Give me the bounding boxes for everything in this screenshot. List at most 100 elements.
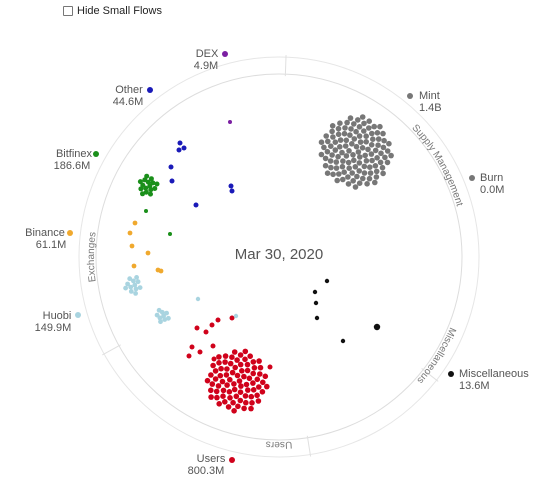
node-name: Huobi: [43, 310, 72, 322]
flow-particle: [367, 170, 374, 176]
node-name: Burn: [480, 172, 503, 184]
flow-particle: [239, 368, 245, 374]
flow-particle: [375, 142, 381, 148]
flow-particle: [352, 184, 359, 190]
flow-particle: [234, 372, 241, 379]
flow-particle: [355, 149, 362, 155]
flow-particle: [340, 158, 346, 164]
flow-particle: [357, 139, 364, 145]
flow-particle: [222, 359, 228, 365]
flow-particle: [152, 186, 158, 191]
chart-title: Mar 30, 2020: [235, 246, 323, 263]
flow-particle: [328, 164, 334, 171]
flow-particle: [133, 291, 139, 296]
flow-particle: [363, 139, 370, 145]
flow-particle: [348, 126, 354, 132]
flow-particle: [236, 378, 243, 384]
flow-particle: [134, 275, 140, 280]
hide-small-flows-toggle[interactable]: Hide Small Flows: [63, 5, 162, 17]
flow-particle: [232, 364, 238, 371]
flow-particle: [340, 338, 346, 344]
flow-particle: [156, 307, 162, 313]
node-value: 61.1M: [36, 239, 67, 251]
flow-particle: [244, 367, 251, 374]
flow-particle: [129, 243, 135, 249]
flow-particle: [333, 165, 340, 171]
flow-particle: [208, 372, 214, 378]
hide-small-flows-label: Hide Small Flows: [77, 5, 162, 17]
flow-particle: [330, 134, 336, 140]
node-dot: [67, 230, 73, 236]
flow-particle: [251, 365, 258, 371]
flow-particle: [227, 360, 234, 367]
particles: [123, 114, 394, 414]
flow-particle: [368, 151, 375, 157]
node-value: 149.9M: [35, 322, 72, 334]
flow-particle: [336, 171, 342, 177]
node-dot: [469, 175, 475, 181]
flow-particle: [215, 383, 222, 389]
flow-particle: [249, 400, 255, 406]
node-value: 800.3M: [188, 465, 225, 477]
flow-particle: [158, 319, 163, 325]
flow-particle: [359, 145, 366, 151]
flow-particle: [364, 181, 370, 187]
flow-particle: [222, 353, 229, 359]
flow-particle: [322, 155, 329, 162]
flow-particle: [255, 384, 262, 390]
flow-particle: [335, 131, 342, 138]
flow-particle: [361, 163, 368, 170]
node-value: 0.0M: [480, 184, 504, 196]
flow-particle: [127, 276, 133, 282]
node-name: Users: [197, 453, 226, 465]
node-name: Other: [115, 84, 143, 96]
flow-particle: [371, 123, 378, 130]
flow-particle: [143, 189, 149, 195]
group-label: Users: [265, 439, 292, 450]
node-value: 44.6M: [113, 96, 144, 108]
flow-particle: [255, 398, 262, 404]
flow-particle: [313, 300, 319, 306]
flow-particle: [209, 322, 215, 328]
flow-particle: [363, 133, 370, 139]
node-name: Mint: [419, 90, 440, 102]
flow-particle: [162, 317, 168, 322]
flow-particle: [150, 180, 156, 186]
flow-particle: [324, 148, 331, 155]
flow-particle: [312, 289, 318, 295]
flow-particle: [369, 157, 375, 164]
flow-particle: [213, 388, 220, 395]
flow-particle: [349, 141, 355, 147]
node-value: 186.6M: [54, 160, 91, 172]
flow-particle: [260, 379, 266, 386]
flow-particle: [264, 383, 270, 390]
flow-particle: [244, 361, 251, 368]
flow-particle: [132, 282, 138, 288]
flow-particle: [314, 315, 320, 321]
node-dot: [93, 151, 99, 157]
flow-particle: [368, 142, 375, 148]
node-dot: [448, 371, 454, 377]
flow-particle: [384, 148, 391, 154]
flow-particle: [362, 152, 369, 159]
flow-particle: [135, 279, 141, 285]
group-labels: Supply ManagementMiscellaneousUsersExcha…: [86, 122, 465, 450]
flow-particle: [230, 399, 236, 406]
flow-particle: [140, 191, 145, 197]
flow-particle: [127, 230, 133, 236]
flow-particle: [237, 397, 244, 404]
flow-particle: [337, 120, 343, 126]
flow-particle: [210, 343, 216, 349]
hide-small-flows-checkbox[interactable]: [63, 6, 73, 16]
flow-particle: [225, 404, 232, 410]
flow-particle: [322, 162, 329, 169]
